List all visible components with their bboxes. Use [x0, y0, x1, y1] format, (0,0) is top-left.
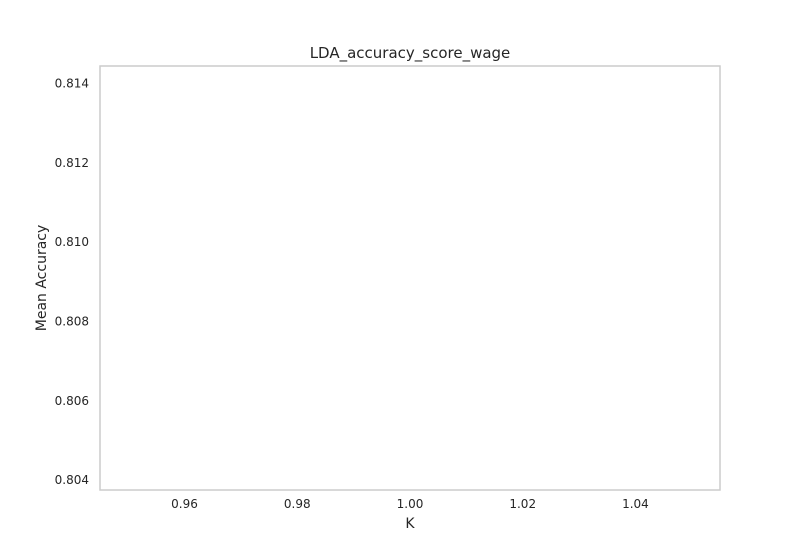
x-tick-label: 1.04 — [622, 497, 649, 511]
x-tick-label: 1.02 — [509, 497, 536, 511]
chart-title: LDA_accuracy_score_wage — [310, 44, 511, 63]
y-tick-label: 0.812 — [55, 156, 89, 170]
x-tick-label: 0.98 — [284, 497, 311, 511]
x-axis-label: K — [405, 516, 415, 532]
x-tick-label: 1.00 — [397, 497, 424, 511]
y-axis-label: Mean Accuracy — [34, 225, 50, 332]
y-tick-label: 0.806 — [55, 394, 89, 408]
x-tick-label: 0.96 — [171, 497, 198, 511]
y-tick-label: 0.810 — [55, 235, 89, 249]
y-tick-label: 0.804 — [55, 473, 89, 487]
x-tick-labels: 0.96 0.98 1.00 1.02 1.04 — [171, 497, 649, 511]
plot-area-frame — [99, 65, 721, 491]
y-tick-label: 0.808 — [55, 314, 89, 328]
y-tick-labels: 0.804 0.806 0.808 0.810 0.812 0.814 — [55, 76, 89, 487]
y-tick-label: 0.814 — [55, 76, 89, 90]
